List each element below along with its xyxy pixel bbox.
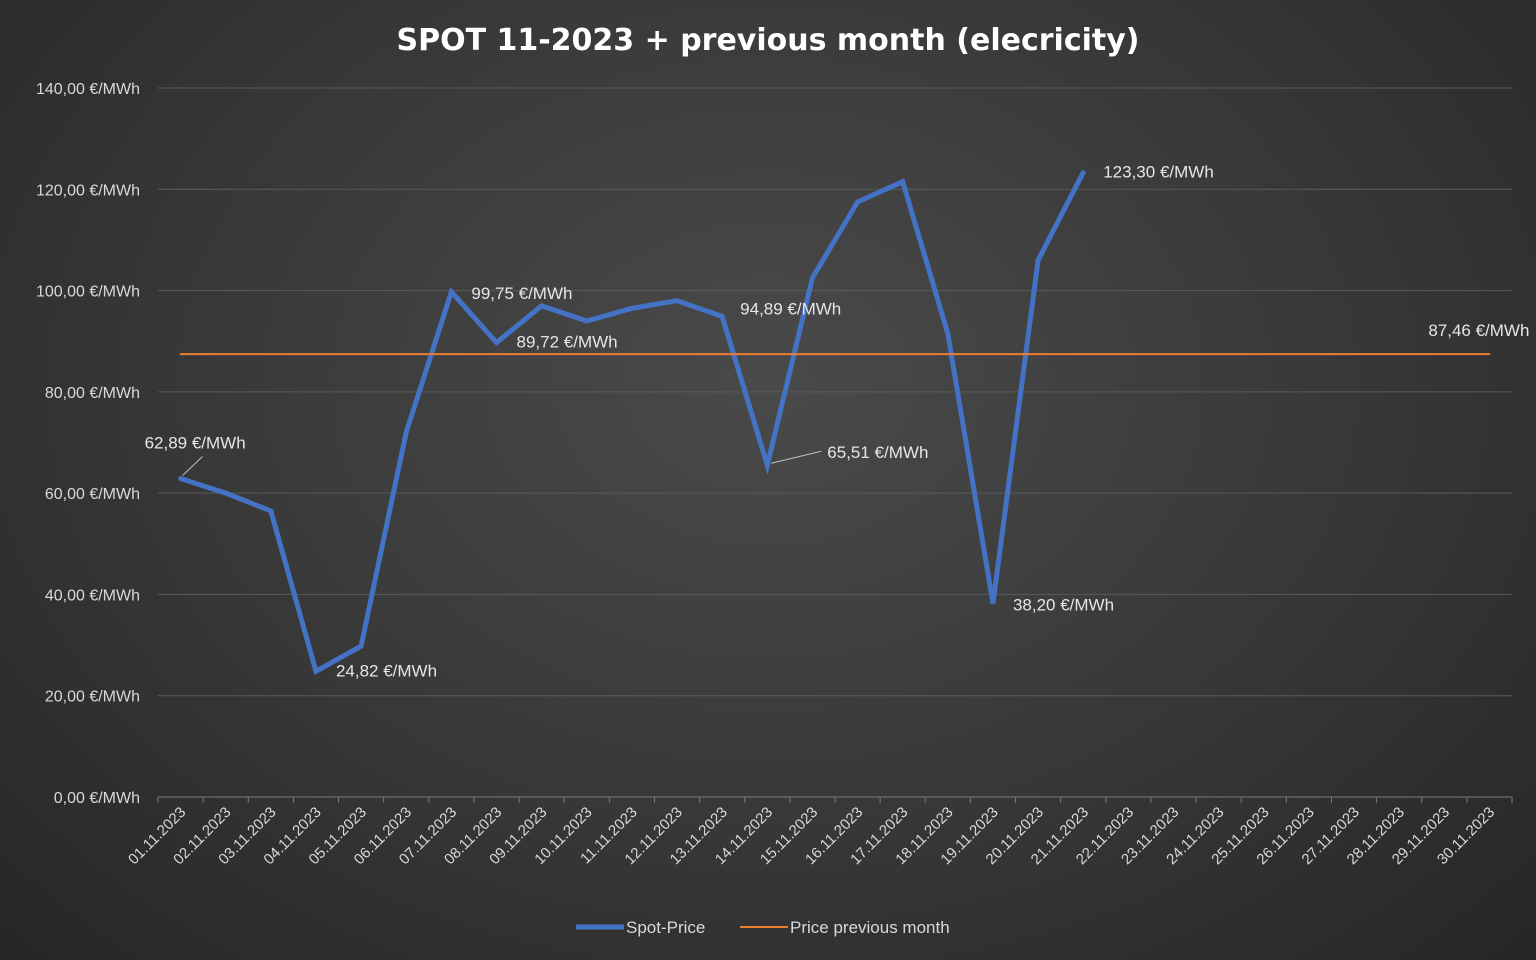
y-tick-label: 60,00 €/MWh [45,486,140,503]
y-tick-label: 140,00 €/MWh [36,81,140,98]
chart-title: SPOT 11-2023 + previous month (elecricit… [396,23,1139,58]
y-tick-label: 100,00 €/MWh [36,284,140,301]
leader-line [182,456,203,476]
data-label: 24,82 €/MWh [336,661,437,680]
y-axis-ticks: 0,00 €/MWh 20,00 €/MWh 40,00 €/MWh 60,00 €/… [36,81,140,807]
data-label: 65,51 €/MWh [827,443,928,462]
y-tick-label: 20,00 €/MWh [45,689,140,706]
data-label: 123,30 €/MWh [1103,163,1214,182]
legend-label-spot-price: Spot-Price [626,918,705,937]
legend: Spot-Price Price previous month [576,918,950,937]
x-axis-ticks: 01.11.202302.11.202303.11.202304.11.2023… [125,796,1513,868]
y-tick-label: 40,00 €/MWh [45,587,140,604]
y-tick-label: 120,00 €/MWh [36,182,140,199]
leader-line [771,450,822,464]
data-label: 89,72 €/MWh [517,333,618,352]
y-tick-label: 0,00 €/MWh [54,790,140,807]
series-lines [178,170,1491,676]
data-label: 62,89 €/MWh [145,434,246,453]
grid-lines [158,87,1512,798]
data-label: 94,89 €/MWh [740,299,841,318]
data-label: 99,75 €/MWh [471,284,572,303]
series-line-spot-price [178,170,1086,676]
data-label: 87,46 €/MWh [1428,321,1529,340]
legend-label-previous-month: Price previous month [790,918,950,937]
y-tick-label: 80,00 €/MWh [45,385,140,402]
data-label: 38,20 €/MWh [1013,596,1114,615]
data-labels: 62,89 €/MWh 24,82 €/MWh 99,75 €/MWh 89,72 €… [145,163,1530,681]
